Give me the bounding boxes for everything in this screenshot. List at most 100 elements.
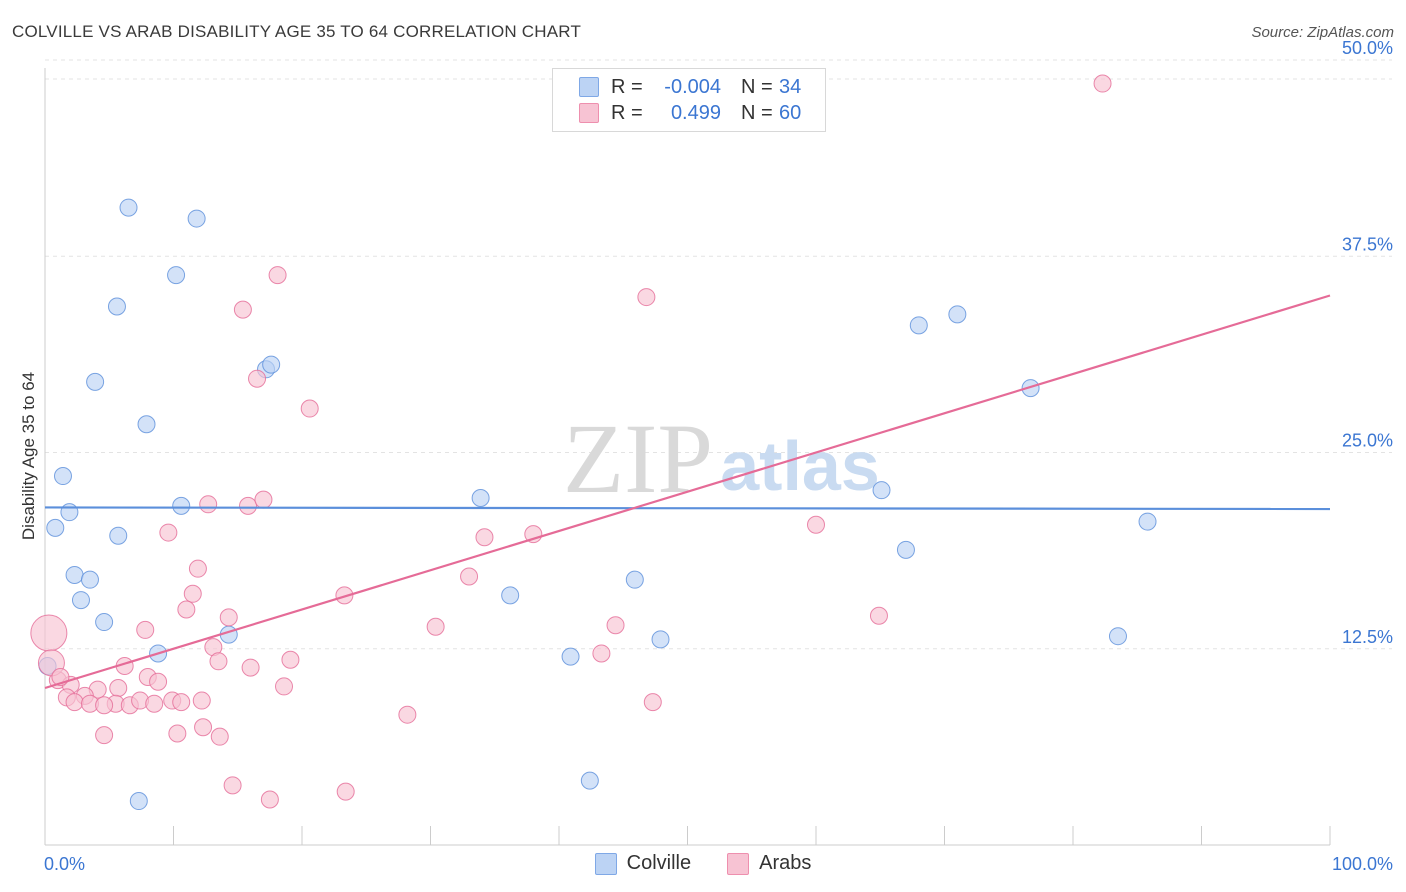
arabs-point	[268, 266, 287, 285]
arabs-trend-line	[44, 294, 1331, 690]
watermark-atlas: atlas	[720, 427, 880, 505]
arabs-point	[260, 790, 279, 809]
arabs-point	[199, 495, 218, 514]
y-tick-label: 37.5%	[1342, 234, 1393, 254]
arabs-point	[275, 677, 294, 696]
chart-title: COLVILLE VS ARAB DISABILITY AGE 35 TO 64…	[12, 22, 582, 41]
arabs-point	[241, 658, 260, 677]
arabs-point	[95, 696, 114, 715]
arabs-point	[149, 672, 168, 691]
x-tick-label-max: 100.0%	[1332, 854, 1393, 874]
watermark: ZIP atlas	[563, 403, 880, 514]
arabs-point	[145, 694, 164, 713]
arabs-legend-label: Arabs	[759, 852, 812, 874]
colville-point	[60, 503, 79, 522]
colville-r-label: R =	[611, 75, 643, 98]
arabs-point	[95, 726, 114, 745]
arabs-point	[30, 614, 68, 652]
arabs-r-label: R =	[611, 101, 643, 124]
y-tick-label: 50.0%	[1342, 38, 1393, 58]
colville-point	[948, 305, 967, 324]
colville-point	[872, 481, 891, 500]
colville-point	[651, 630, 670, 649]
source-label: Source: ZipAtlas.com	[1251, 24, 1394, 41]
y-tick-label: 25.0%	[1342, 431, 1393, 451]
watermark-zip: ZIP	[563, 403, 713, 514]
colville-point	[129, 792, 148, 811]
colville-trend-line	[44, 506, 1331, 511]
arabs-point	[136, 620, 155, 639]
colville-point	[625, 570, 644, 589]
colville-point	[109, 526, 128, 545]
legend-row-arabs: R = 0.499 N = 60	[579, 101, 801, 125]
arabs-point	[606, 616, 625, 635]
colville-point	[119, 198, 138, 217]
arabs-n-value: 60	[779, 101, 802, 124]
arabs-r-value: 0.499	[670, 101, 721, 124]
axes	[44, 68, 1331, 846]
arabs-point	[300, 399, 319, 418]
colville-point	[86, 372, 105, 391]
correlation-legend: R = -0.004 N = 34 R = 0.499 N = 60	[552, 68, 826, 132]
colville-n-value: 34	[779, 75, 802, 98]
arabs-point	[219, 608, 238, 627]
colville-point	[1138, 512, 1157, 531]
arabs-point	[209, 652, 228, 671]
colville-legend-swatch	[594, 852, 617, 875]
colville-point	[580, 771, 599, 790]
arabs-point	[336, 782, 355, 801]
arabs-point	[159, 523, 178, 542]
arabs-point	[168, 724, 187, 743]
colville-point	[1021, 379, 1040, 398]
arabs-point	[1093, 74, 1112, 93]
arabs-point	[460, 567, 479, 586]
arabs-n-label: N =	[741, 101, 773, 124]
arabs-point	[172, 693, 191, 712]
colville-point	[107, 297, 126, 316]
arabs-point	[426, 617, 445, 636]
colville-point	[46, 518, 65, 537]
arabs-point	[239, 496, 258, 515]
colville-point	[187, 209, 206, 228]
data-points	[30, 74, 1157, 811]
colville-legend-label: Colville	[626, 852, 692, 874]
colville-point	[65, 565, 84, 584]
colville-point	[896, 540, 915, 559]
colville-point	[71, 591, 90, 610]
trend-lines	[44, 294, 1331, 690]
arabs-point	[637, 288, 656, 307]
arabs-point	[335, 586, 354, 605]
arabs-point	[643, 693, 662, 712]
legend-row-colville: R = -0.004 N = 34	[579, 75, 801, 99]
colville-point	[501, 586, 520, 605]
colville-point	[262, 355, 281, 374]
colville-point	[137, 415, 156, 434]
arabs-point	[177, 600, 196, 619]
colville-point	[53, 467, 72, 486]
colville-r-value: -0.004	[664, 75, 721, 98]
arabs-point	[223, 776, 242, 795]
arabs-point	[398, 705, 417, 724]
axis-labels: 12.5% 25.0% 37.5% 50.0% 0.0% 100.0% Disability…	[19, 38, 1393, 874]
arabs-point	[192, 691, 211, 710]
colville-point	[95, 613, 114, 632]
arabs-legend-swatch	[727, 852, 750, 875]
colville-point	[80, 570, 99, 589]
arabs-point	[807, 515, 825, 534]
arabs-point	[183, 584, 202, 603]
arabs-point	[188, 559, 207, 578]
colville-point	[172, 496, 191, 515]
y-axis-title: Disability Age 35 to 64	[19, 372, 38, 540]
arabs-point	[248, 369, 267, 388]
colville-point	[561, 647, 580, 666]
arabs-point	[210, 727, 229, 746]
y-tick-label: 12.5%	[1342, 627, 1393, 647]
arabs-point	[65, 693, 84, 712]
legend-item-colville: Colville	[594, 852, 692, 875]
arabs-point	[281, 650, 300, 669]
arabs-point	[233, 300, 252, 319]
colville-point	[1108, 627, 1127, 646]
arabs-swatch	[579, 103, 599, 123]
arabs-point	[194, 718, 213, 737]
